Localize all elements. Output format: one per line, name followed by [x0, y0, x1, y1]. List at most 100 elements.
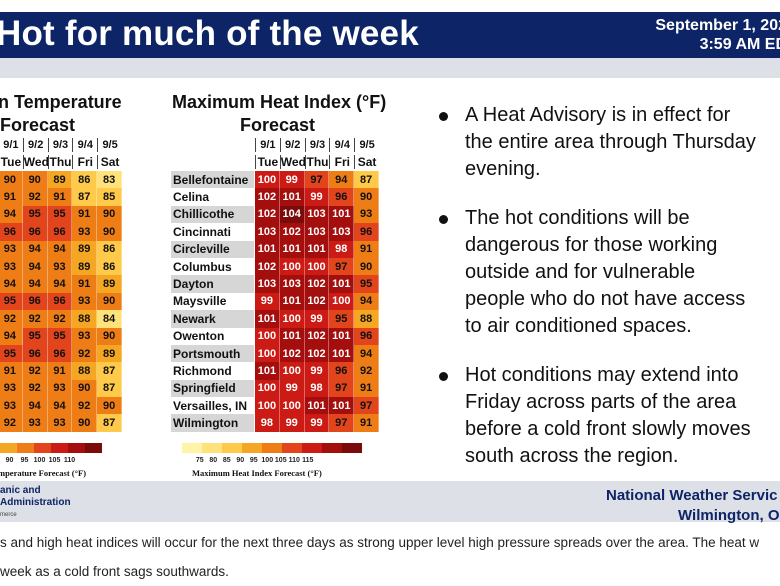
heat-cell: 97 — [329, 414, 355, 432]
temp-cell: 83 — [97, 171, 122, 189]
temp-cell: 93 — [0, 379, 23, 398]
temp-row: 92 92 92 88 84 — [0, 310, 122, 328]
bullet-item: The hot conditions will be dangerous for … — [437, 205, 780, 340]
heat-cell: 99 — [304, 414, 330, 432]
legend-swatch — [302, 443, 322, 453]
heat-date-1: 9/2 — [279, 138, 305, 152]
temp-cell: 90 — [97, 223, 122, 241]
bullet-line: to air conditioned spaces. — [465, 315, 692, 337]
temp-cell: 89 — [47, 171, 73, 189]
heat-cell: 102 — [279, 344, 305, 363]
bullet-line: Hot conditions may extend into — [465, 364, 739, 386]
temp-cell: 89 — [72, 240, 98, 258]
legend-tick: 100 — [33, 457, 46, 464]
noaa-line-2: Administration — [0, 497, 71, 508]
heat-cell: 102 — [304, 275, 330, 293]
temp-row: 94 94 94 91 89 — [0, 275, 122, 293]
temp-cell: 88 — [72, 362, 98, 380]
temp-date-1: 9/2 — [22, 138, 48, 152]
legend-tick: 90 — [5, 457, 14, 464]
temp-cell: 86 — [72, 171, 98, 189]
temp-row: 92 93 93 90 87 — [0, 414, 122, 432]
temp-cell: 84 — [97, 310, 122, 328]
heat-date-row: 9/1 9/2 9/3 9/4 9/5 — [255, 138, 379, 152]
heat-cell: 99 — [279, 171, 305, 189]
heat-row: 102 101 99 96 90 — [255, 188, 379, 206]
temp-cell: 95 — [22, 327, 48, 345]
heat-day-row: Tue Wed Thu Fri Sat — [255, 155, 379, 169]
temp-cell: 90 — [97, 292, 122, 311]
heat-cell: 101 — [255, 240, 280, 258]
temp-cell: 89 — [97, 275, 122, 293]
bullet-line: before a cold front slowly moves — [465, 418, 751, 440]
temp-cell: 87 — [97, 414, 122, 432]
heat-cell: 101 — [329, 205, 355, 224]
heat-cell: 101 — [329, 327, 355, 345]
temp-row: 95 96 96 92 89 — [0, 344, 122, 363]
temp-cell: 93 — [47, 414, 73, 432]
temp-cell: 94 — [47, 240, 73, 258]
heat-cell: 103 — [304, 205, 330, 224]
caption-line-2: week as a cold front sags southwards. — [0, 564, 229, 579]
temp-cell: 93 — [72, 327, 98, 345]
temp-row: 91 92 91 87 85 — [0, 188, 122, 206]
temp-cell: 95 — [47, 327, 73, 345]
heat-row: 100 101 102 101 96 — [255, 327, 379, 345]
location-label: Circleville — [171, 240, 254, 258]
temp-cell: 96 — [0, 223, 23, 241]
temp-cell: 85 — [97, 188, 122, 206]
legend-tick: 105 — [274, 457, 287, 464]
temp-legend-ticks: 90 95 100 105 110 — [2, 457, 77, 464]
temp-cell: 93 — [0, 240, 23, 258]
temp-cell: 91 — [0, 362, 23, 380]
heat-cell: 90 — [354, 257, 379, 276]
heat-day-2: Thu — [304, 155, 329, 169]
temp-cell: 96 — [47, 344, 73, 363]
legend-swatch — [34, 443, 51, 453]
temp-cell: 95 — [22, 205, 48, 224]
legend-swatch — [322, 443, 342, 453]
temp-legend-title: mperature Forecast (°F) — [0, 468, 87, 478]
legend-swatch — [242, 443, 262, 453]
temp-day-4: Sat — [97, 155, 122, 169]
heat-cell: 97 — [304, 171, 330, 189]
temp-cell: 92 — [22, 379, 48, 398]
caption-line-1: s and high heat indices will occur for t… — [0, 535, 760, 550]
temp-date-2: 9/3 — [47, 138, 73, 152]
legend-swatch — [182, 443, 202, 453]
legend-tick: 105 — [48, 457, 61, 464]
temp-row: 94 95 95 91 90 — [0, 205, 122, 224]
heat-day-4: Sat — [354, 155, 379, 169]
temp-forecast-grid: 90 90 89 86 83 91 92 91 87 85 94 95 95 91 90 96 96 96 93 90… — [0, 171, 122, 432]
bullet-dot-icon — [439, 372, 448, 381]
heat-cell: 101 — [255, 310, 280, 328]
temp-cell: 94 — [22, 240, 48, 258]
heat-row: 101 100 99 96 92 — [255, 362, 379, 380]
temp-cell: 90 — [97, 397, 122, 415]
heat-cell: 95 — [354, 275, 379, 293]
heat-cell: 101 — [279, 240, 305, 258]
temp-cell: 92 — [47, 310, 73, 328]
heat-row: 101 100 99 95 88 — [255, 310, 379, 328]
temp-cell: 94 — [22, 275, 48, 293]
location-label: Portsmouth — [171, 344, 254, 363]
bullet-dot-icon — [439, 112, 448, 121]
temp-cell: 94 — [22, 397, 48, 415]
bullet-line: evening. — [465, 158, 541, 180]
legend-swatch — [17, 443, 34, 453]
heat-cell: 96 — [329, 362, 355, 380]
heat-row: 100 102 102 101 94 — [255, 344, 379, 363]
heat-cell: 94 — [354, 344, 379, 363]
temp-cell: 91 — [72, 205, 98, 224]
heat-cell: 102 — [255, 188, 280, 206]
heat-cell: 102 — [304, 292, 330, 311]
heat-date-4: 9/5 — [354, 138, 379, 152]
temp-cell: 96 — [22, 344, 48, 363]
legend-tick: 75 — [195, 457, 204, 464]
legend-swatch — [222, 443, 242, 453]
temp-cell: 88 — [72, 310, 98, 328]
location-label: Cincinnati — [173, 224, 232, 239]
heat-cell: 100 — [255, 171, 280, 189]
heat-cell: 100 — [255, 327, 280, 345]
heat-day-1: Wed — [279, 155, 306, 169]
